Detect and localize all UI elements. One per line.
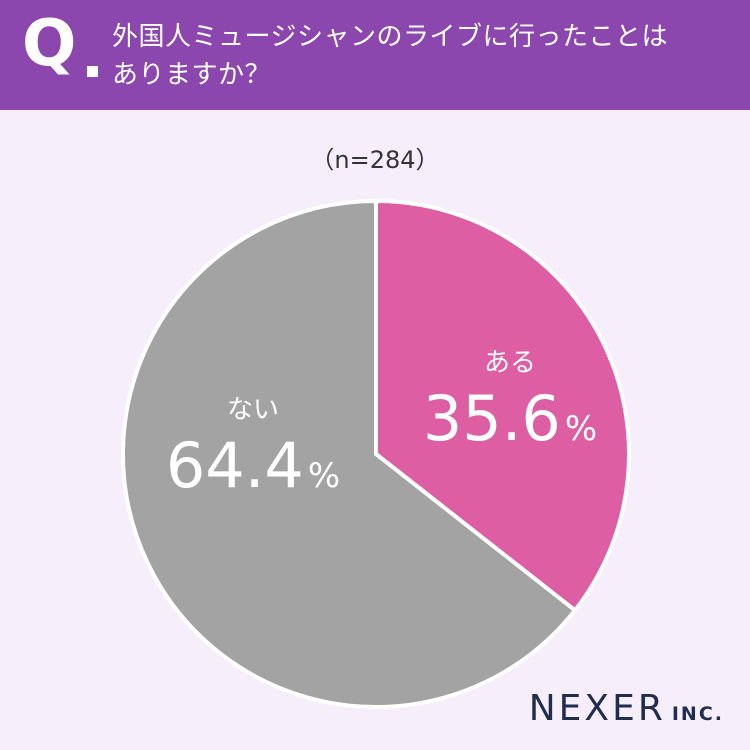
slice-value-label-no: 64.4% bbox=[166, 429, 340, 502]
nexer-logo: NEXER INC. bbox=[529, 688, 724, 729]
sample-size: （n=284） bbox=[310, 146, 440, 174]
pie-slice-no bbox=[121, 198, 578, 709]
q-dot bbox=[87, 66, 98, 77]
question-line-2: ありますか？ bbox=[112, 60, 272, 90]
question-line-1: 外国人ミュージシャンのライブに行ったことは bbox=[112, 22, 668, 52]
logo-main-text: NEXER bbox=[528, 688, 666, 729]
slice-category-label-no: ない bbox=[227, 395, 279, 425]
q-mark: Q bbox=[22, 7, 77, 81]
slice-value-label-yes: 35.6% bbox=[423, 382, 597, 455]
question-header: Q 外国人ミュージシャンのライブに行ったことは ありますか？ bbox=[0, 0, 750, 110]
logo-sub-text: INC. bbox=[671, 703, 724, 725]
pie-slice-yes bbox=[374, 198, 631, 614]
question-text: 外国人ミュージシャンのライブに行ったことは ありますか？ bbox=[112, 18, 732, 94]
slice-category-label-yes: ある bbox=[484, 348, 536, 378]
